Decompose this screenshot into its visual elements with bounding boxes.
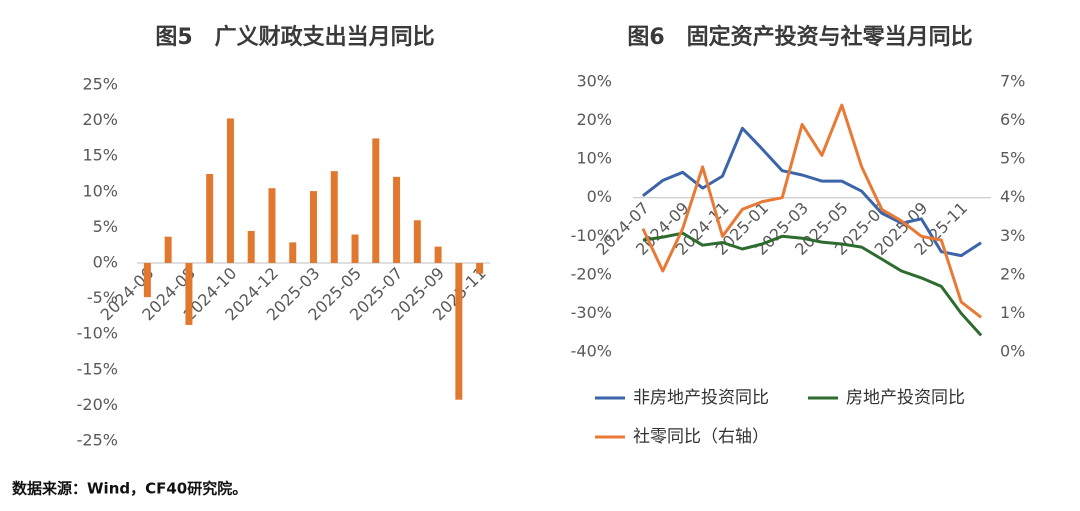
y2-tick-label: 0% (1000, 342, 1025, 361)
bar (143, 263, 151, 298)
series-line (642, 231, 983, 337)
y-tick-label: 25% (82, 75, 118, 94)
y-tick-label: -20% (571, 264, 612, 283)
y-tick-label: 0% (93, 253, 118, 272)
bar (310, 191, 317, 263)
legend-label: 房地产投资同比 (846, 388, 965, 408)
y-tick-label: -40% (571, 342, 612, 361)
series-line (641, 103, 983, 319)
bar (351, 234, 359, 263)
y-tick-label: 5% (93, 217, 118, 236)
bar (289, 242, 297, 263)
y-tick-label: -25% (77, 431, 118, 450)
y-tick-label: 20% (82, 110, 118, 129)
y2-tick-label: 5% (1000, 149, 1025, 168)
bar (372, 138, 380, 263)
y-tick-label: 30% (576, 72, 612, 91)
legend-label: 社零同比（右轴） (633, 427, 769, 447)
series-line (641, 126, 982, 258)
y-tick-label: -10% (571, 226, 612, 245)
bar (434, 246, 442, 263)
legend-label: 非房地产投资同比 (633, 388, 769, 408)
y2-tick-label: 4% (1000, 187, 1025, 206)
bar (393, 176, 401, 263)
chart-title: 图5 广义财政支出当月同比 (155, 24, 434, 50)
bar (330, 171, 338, 263)
y-tick-label: 15% (82, 146, 118, 165)
source-note: 数据来源：Wind，CF40研究院。 (12, 480, 247, 498)
bar (455, 263, 463, 400)
y-tick-label: 20% (576, 110, 612, 129)
y-tick-label: -20% (77, 395, 118, 414)
y2-tick-label: 7% (1000, 72, 1025, 91)
chart-title: 图6 固定资产投资与社零当月同比 (627, 24, 972, 50)
y-tick-label: -30% (571, 303, 612, 322)
y2-tick-label: 6% (1000, 110, 1025, 129)
bar (413, 220, 421, 263)
bar (226, 118, 234, 264)
y-tick-label: -15% (77, 359, 118, 378)
y-tick-label: 0% (587, 187, 612, 206)
y2-tick-label: 1% (1000, 303, 1025, 322)
bar (185, 263, 193, 325)
y-tick-label: 10% (576, 149, 612, 168)
y2-tick-label: 3% (1000, 226, 1025, 245)
bar (268, 188, 276, 263)
bar (247, 230, 255, 263)
y2-tick-label: 2% (1000, 264, 1025, 283)
bar (476, 263, 484, 274)
y-tick-label: 10% (82, 181, 118, 200)
bar (206, 174, 214, 263)
y-tick-label: -5% (87, 288, 118, 307)
bar (164, 236, 172, 263)
y-tick-label: -10% (77, 324, 118, 343)
